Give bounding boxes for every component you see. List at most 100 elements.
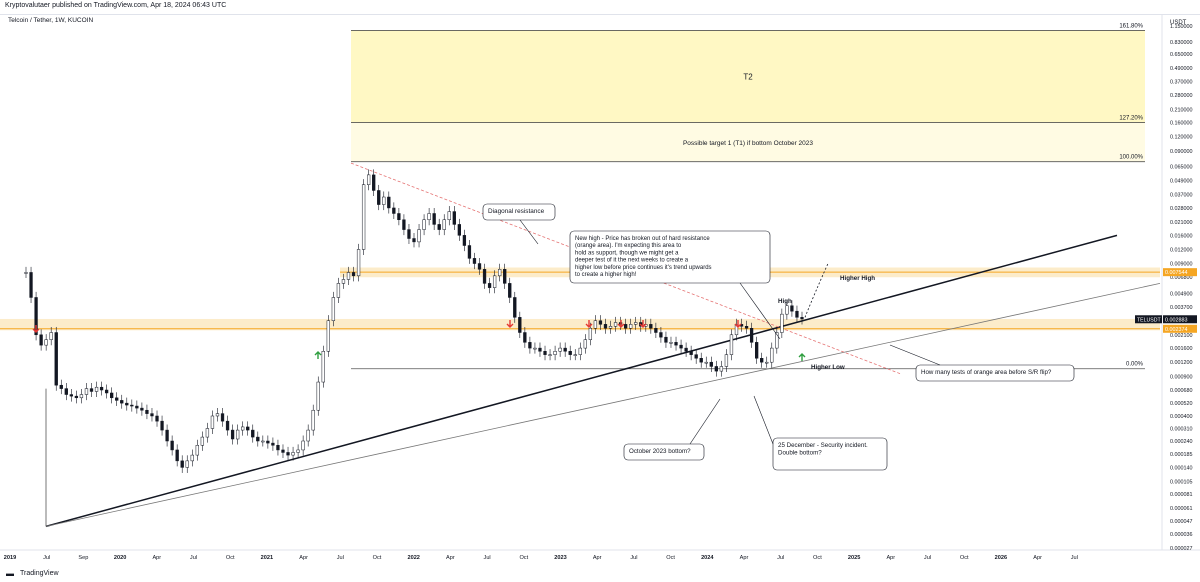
y-tick-label: 0.830000 [1170,40,1192,46]
publish-header: Kryptovalutaer published on TradingView.… [0,0,1200,15]
candle-body [392,207,396,214]
candle-body [674,342,678,346]
candle-body [200,436,205,446]
x-tick-label: 2019 [4,555,16,561]
candle-body [296,449,300,453]
candle-body [251,429,255,438]
x-tick-label: 2024 [701,555,714,561]
x-tick-label: Jul [484,555,491,561]
candles [24,169,804,473]
y-tick-label: 0.002100 [1170,333,1192,339]
y-tick-label: 0.000036 [1170,532,1192,538]
tradingview-logo-icon: ▬ [6,569,14,578]
candle-body [190,454,194,462]
candle-body [311,409,315,431]
candle-body [316,381,320,411]
higher-high-label: Higher High [840,275,875,282]
candle-body [613,322,618,327]
candle-body [377,190,381,205]
y-tick-label: 0.001200 [1170,360,1192,366]
candle-body [482,269,487,284]
y-tick-label: 0.004900 [1170,291,1192,297]
candle-body [780,313,784,333]
candle-body [598,320,603,325]
candle-body [744,326,749,329]
candle-body [503,269,507,284]
green-up-arrow-icon [798,353,806,361]
higher-high-projection [804,263,829,318]
candle-body [69,394,74,397]
red-down-arrow-icon [639,320,647,328]
y-tick-label: 0.000047 [1170,519,1192,525]
candle-body [180,460,184,468]
price-label: 0.002374 [1165,327,1187,333]
candle-body [467,245,472,259]
candle-body [397,213,401,221]
diagonal-resistance-text: Diagonal resistance [488,208,545,215]
y-tick-label: 0.000140 [1170,465,1192,471]
candle-body [649,324,653,329]
target-zones: T2 Possible target 1 (T1) if bottom Octob… [0,30,1160,331]
candle-body [477,263,482,270]
candle-body [230,429,235,440]
candle-body [361,184,366,250]
candle-body [64,388,68,395]
candle-body [170,440,174,451]
candle-body [261,440,265,443]
candle-body [407,229,411,239]
y-tick-label: 0.000520 [1170,401,1192,407]
candle-body [165,429,169,442]
y-tick-label: 0.009000 [1170,262,1192,268]
candle-body [513,297,517,318]
green-up-arrow-icon [314,351,322,359]
new-high-text: New high - Price has broken out of hard … [575,236,710,242]
candle-body [568,351,572,355]
candle-body [241,426,245,431]
candle-body [387,196,391,209]
secondary-uptrend-line [45,282,1161,527]
candle-body [669,342,673,344]
x-tick-label: 2021 [261,555,273,561]
candle-body [417,229,421,243]
annotations: Diagonal resistance New high - Price has … [32,203,1075,471]
candle-body [49,332,53,340]
candle-body [281,449,285,453]
x-tick-label: Apr [446,555,455,561]
footer-brand: TradingView [20,570,59,577]
candle-body [790,305,794,312]
candle-body [523,332,527,343]
security-incident-text: 25 December - Security incident. [778,442,868,449]
candle-body [583,339,587,349]
new-high-text: (orange area). I'm expecting this area t… [575,243,682,249]
candle-body [699,358,703,363]
x-tick-label: 2025 [848,555,860,561]
candle-body [765,361,769,364]
price-chart[interactable]: USDT T2 Possible target 1 (T1) if bottom … [0,14,1200,566]
higher-low-label: Higher Low [811,364,845,371]
y-tick-label: 0.370000 [1170,80,1192,86]
ticker-label: TELUSDT [1137,317,1161,323]
candle-body [145,409,149,414]
y-tick-label: 0.012000 [1170,247,1192,253]
oct-bottom-box [623,443,705,461]
candle-body [422,219,426,230]
callout-line [689,398,721,445]
callout-line [753,395,774,445]
candle-body [492,275,497,288]
symbol-title: Telcoin / Tether, 1W, KUCOIN [8,17,94,24]
candle-body [140,407,144,411]
main-uptrend-line [45,234,1118,528]
candle-body [412,238,416,243]
candle-body [588,327,593,340]
x-tick-label: Jul [190,555,197,561]
y-tick-label: 0.006800 [1170,275,1192,281]
candle-body [185,460,189,468]
candle-body [29,272,33,298]
candle-body [74,395,79,399]
x-tick-label: Jul [630,555,637,561]
candle-body [34,297,38,336]
t2-label: T2 [743,73,753,82]
x-tick-label: 2026 [995,555,1007,561]
x-tick-label: Apr [152,555,161,561]
candle-body [533,347,537,350]
